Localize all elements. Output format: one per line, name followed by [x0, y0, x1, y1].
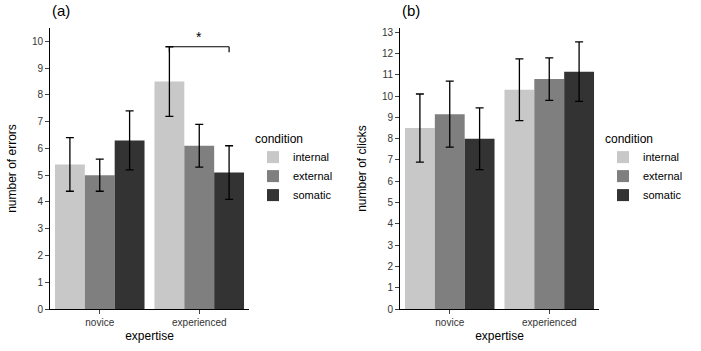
svg-text:3: 3: [387, 240, 393, 251]
svg-text:0: 0: [37, 304, 43, 315]
svg-text:external: external: [643, 170, 682, 182]
svg-text:2: 2: [37, 250, 43, 261]
svg-text:novice: novice: [85, 317, 114, 328]
svg-text:6: 6: [387, 176, 393, 187]
svg-text:internal: internal: [643, 151, 679, 163]
svg-text:8: 8: [387, 133, 393, 144]
svg-text:3: 3: [37, 223, 43, 234]
svg-text:expertise: expertise: [125, 329, 174, 343]
svg-text:condition: condition: [255, 132, 303, 146]
svg-text:0: 0: [387, 304, 393, 315]
svg-text:2: 2: [387, 261, 393, 272]
svg-text:12: 12: [382, 48, 394, 59]
svg-text:5: 5: [387, 197, 393, 208]
svg-text:number of clicks: number of clicks: [355, 125, 369, 212]
svg-text:8: 8: [37, 89, 43, 100]
svg-text:7: 7: [37, 116, 43, 127]
svg-text:(b): (b): [402, 2, 420, 19]
svg-text:5: 5: [37, 170, 43, 181]
svg-text:4: 4: [37, 196, 43, 207]
svg-text:4: 4: [387, 218, 393, 229]
svg-text:expertise: expertise: [475, 329, 524, 343]
svg-text:1: 1: [387, 282, 393, 293]
svg-text:number of errors: number of errors: [5, 124, 19, 213]
svg-text:internal: internal: [293, 151, 329, 163]
svg-text:*: *: [196, 29, 202, 45]
svg-text:experienced: experienced: [172, 317, 226, 328]
svg-text:7: 7: [387, 154, 393, 165]
svg-text:6: 6: [37, 143, 43, 154]
svg-text:13: 13: [382, 27, 394, 38]
svg-text:9: 9: [387, 112, 393, 123]
svg-text:external: external: [293, 170, 332, 182]
svg-text:somatic: somatic: [293, 189, 331, 201]
svg-text:9: 9: [37, 63, 43, 74]
svg-text:10: 10: [382, 91, 394, 102]
svg-text:condition: condition: [605, 132, 653, 146]
svg-text:somatic: somatic: [643, 189, 681, 201]
svg-text:experienced: experienced: [522, 317, 576, 328]
svg-text:11: 11: [383, 69, 394, 80]
svg-text:(a): (a): [52, 2, 70, 19]
svg-text:10: 10: [32, 36, 44, 47]
svg-text:novice: novice: [435, 317, 464, 328]
svg-text:1: 1: [37, 277, 43, 288]
